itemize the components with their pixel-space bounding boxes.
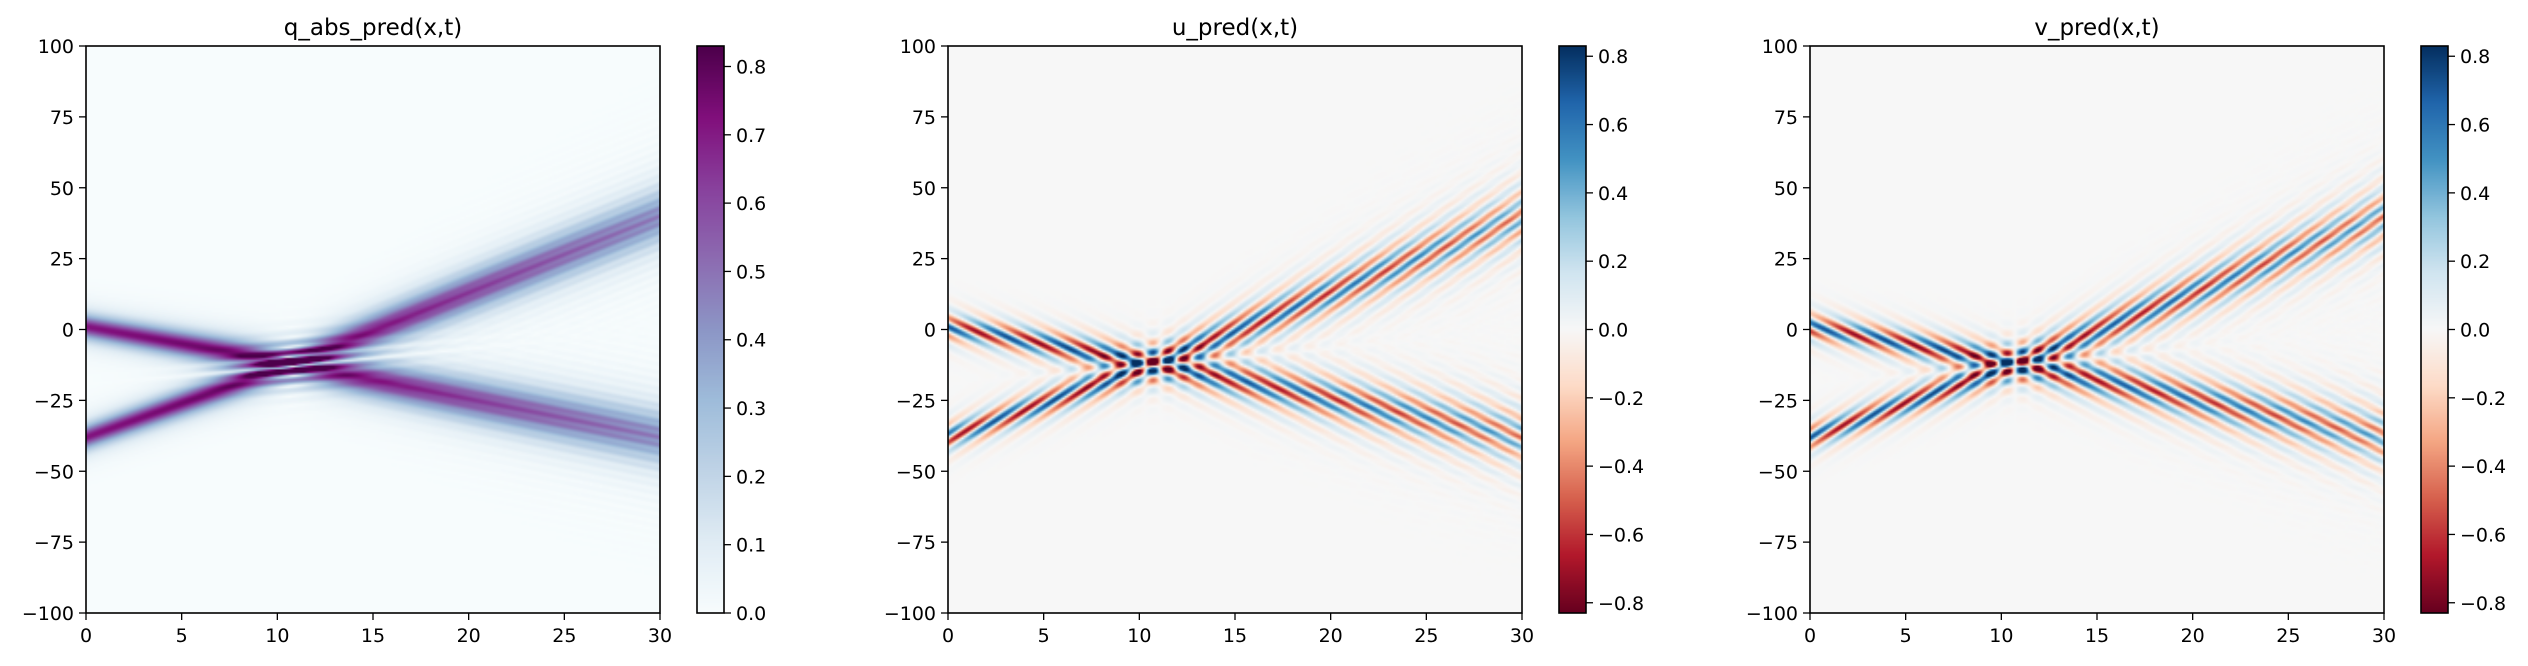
colorbar-tick-label: 0.8 xyxy=(736,56,766,78)
y-tick-label: 0 xyxy=(62,320,74,342)
y-tick-label: 100 xyxy=(900,36,936,58)
x-tick-label: 30 xyxy=(2372,625,2396,647)
y-tick-label: 75 xyxy=(912,107,936,129)
colorbar-tick-label: 0.8 xyxy=(1598,46,1628,68)
y-tick-label: 50 xyxy=(1774,178,1798,200)
x-tick-label: 10 xyxy=(1989,625,2013,647)
x-tick-label: 15 xyxy=(2085,625,2109,647)
x-tick-label: 0 xyxy=(1804,625,1816,647)
y-tick-label: 0 xyxy=(924,320,936,342)
y-tick-label: 75 xyxy=(50,107,74,129)
colorbar-tick-label: 0.4 xyxy=(1598,183,1628,205)
colorbar-tick-label: −0.8 xyxy=(2460,593,2506,615)
colorbar-tick-label: −0.2 xyxy=(1598,388,1644,410)
x-tick-label: 25 xyxy=(2276,625,2300,647)
y-tick-label: −100 xyxy=(1746,603,1798,625)
colorbar: −0.8 −0.6 −0.4 −0.2 0.0 0.2 0.4 0.6 0.8 xyxy=(2420,45,2506,615)
colorbar-tick-label: −0.4 xyxy=(2460,456,2506,478)
y-tick-label: 100 xyxy=(1762,36,1798,58)
colorbar-tick-label: 0.2 xyxy=(2460,251,2490,273)
x-tick-label: 20 xyxy=(457,625,481,647)
colorbar-tick-label: −0.6 xyxy=(2460,524,2506,546)
colorbar-tick-label: 0.6 xyxy=(1598,115,1628,137)
y-tick-label: −25 xyxy=(1758,390,1798,412)
x-tick-label: 5 xyxy=(1900,625,1912,647)
colorbar-tick-label: 0.7 xyxy=(736,125,766,147)
x-tick-label: 20 xyxy=(1319,625,1343,647)
y-tick-label: −100 xyxy=(884,603,936,625)
x-tick-label: 10 xyxy=(265,625,289,647)
panel-2: u_pred(x,t) 0 5 10 15 20 25 30 −100 −75 −50 −25 0 25 5… xyxy=(884,15,1644,647)
heatmap-image xyxy=(948,46,1522,613)
colorbar-tick-label: 0.4 xyxy=(2460,183,2490,205)
x-tick-label: 0 xyxy=(942,625,954,647)
heatmap-image xyxy=(1810,46,2384,613)
colorbar-tick-label: 0.6 xyxy=(2460,115,2490,137)
colorbar-gradient xyxy=(1559,46,1586,613)
x-tick-label: 15 xyxy=(1223,625,1247,647)
y-tick-label: −75 xyxy=(1758,532,1798,554)
y-tick-label: 75 xyxy=(1774,107,1798,129)
y-tick-label: −75 xyxy=(896,532,936,554)
panel-3: v_pred(x,t) 0 5 10 15 20 25 30 −100 −75 −50 −25 0 25 5… xyxy=(1746,15,2506,647)
y-tick-label: −50 xyxy=(34,461,74,483)
colorbar-tick-label: −0.2 xyxy=(2460,388,2506,410)
x-tick-label: 10 xyxy=(1127,625,1151,647)
y-tick-label: −25 xyxy=(34,390,74,412)
panel-1: q_abs_pred(x,t) 0 5 10 15 20 25 30 −100 −75 −50 −25… xyxy=(22,15,766,647)
chart-title: q_abs_pred(x,t) xyxy=(284,15,462,41)
x-tick-label: 20 xyxy=(2181,625,2205,647)
colorbar-tick-label: 0.3 xyxy=(736,398,766,420)
colorbar-tick-label: −0.6 xyxy=(1598,524,1644,546)
colorbar-gradient xyxy=(2421,46,2448,613)
y-tick-label: 100 xyxy=(38,36,74,58)
colorbar-tick-label: 0.0 xyxy=(1598,320,1628,342)
colorbar-gradient xyxy=(697,46,724,613)
colorbar-tick-label: 0.5 xyxy=(736,261,766,283)
x-tick-label: 5 xyxy=(176,625,188,647)
x-tick-label: 25 xyxy=(552,625,576,647)
y-tick-label: 25 xyxy=(50,249,74,271)
y-tick-label: −75 xyxy=(34,532,74,554)
colorbar-tick-label: −0.4 xyxy=(1598,456,1644,478)
y-tick-label: 50 xyxy=(50,178,74,200)
chart-title: u_pred(x,t) xyxy=(1172,15,1298,41)
colorbar-tick-label: 0.4 xyxy=(736,330,766,352)
y-tick-label: −50 xyxy=(896,461,936,483)
colorbar-tick-label: 0.8 xyxy=(2460,46,2490,68)
colorbar-tick-label: 0.1 xyxy=(736,535,766,557)
x-tick-label: 5 xyxy=(1038,625,1050,647)
chart-title: v_pred(x,t) xyxy=(2034,15,2159,41)
y-tick-label: 0 xyxy=(1786,320,1798,342)
x-tick-label: 30 xyxy=(1510,625,1534,647)
x-tick-label: 25 xyxy=(1414,625,1438,647)
x-tick-label: 30 xyxy=(648,625,672,647)
colorbar-tick-label: 0.0 xyxy=(736,603,766,625)
colorbar-tick-label: 0.6 xyxy=(736,193,766,215)
y-tick-label: −100 xyxy=(22,603,74,625)
colorbar-tick-label: 0.0 xyxy=(2460,320,2490,342)
y-tick-label: 25 xyxy=(1774,249,1798,271)
colorbar-tick-label: 0.2 xyxy=(736,466,766,488)
colorbar-tick-label: −0.8 xyxy=(1598,593,1644,615)
y-tick-label: −50 xyxy=(1758,461,1798,483)
colorbar-tick-label: 0.2 xyxy=(1598,251,1628,273)
y-tick-label: −25 xyxy=(896,390,936,412)
colorbar: −0.8 −0.6 −0.4 −0.2 0.0 0.2 0.4 0.6 0.8 xyxy=(1558,45,1644,615)
x-tick-label: 15 xyxy=(361,625,385,647)
colorbar: 0.0 0.1 0.2 0.3 0.4 0.5 0.6 0.7 0.8 xyxy=(696,45,766,625)
y-tick-label: 25 xyxy=(912,249,936,271)
colorbar-frame xyxy=(696,45,725,614)
y-tick-label: 50 xyxy=(912,178,936,200)
heatmap-image xyxy=(86,46,660,613)
x-tick-label: 0 xyxy=(80,625,92,647)
